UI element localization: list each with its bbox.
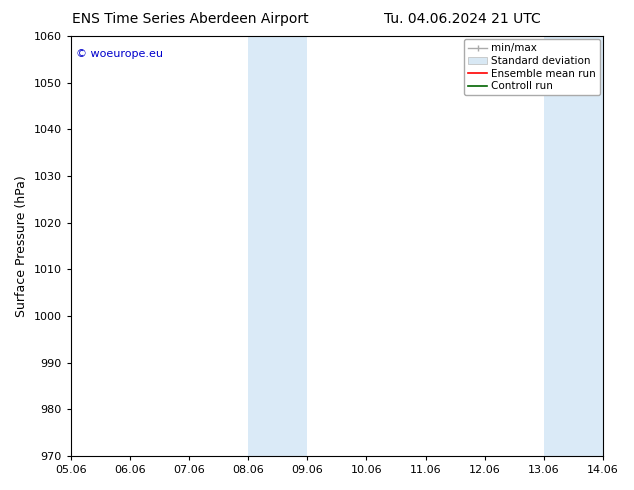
Y-axis label: Surface Pressure (hPa): Surface Pressure (hPa) bbox=[15, 175, 28, 317]
Text: ENS Time Series Aberdeen Airport: ENS Time Series Aberdeen Airport bbox=[72, 12, 309, 26]
Bar bbox=[544, 36, 603, 456]
Bar bbox=[248, 36, 307, 456]
Text: Tu. 04.06.2024 21 UTC: Tu. 04.06.2024 21 UTC bbox=[384, 12, 541, 26]
Legend: min/max, Standard deviation, Ensemble mean run, Controll run: min/max, Standard deviation, Ensemble me… bbox=[464, 39, 600, 96]
Text: © woeurope.eu: © woeurope.eu bbox=[76, 49, 163, 59]
